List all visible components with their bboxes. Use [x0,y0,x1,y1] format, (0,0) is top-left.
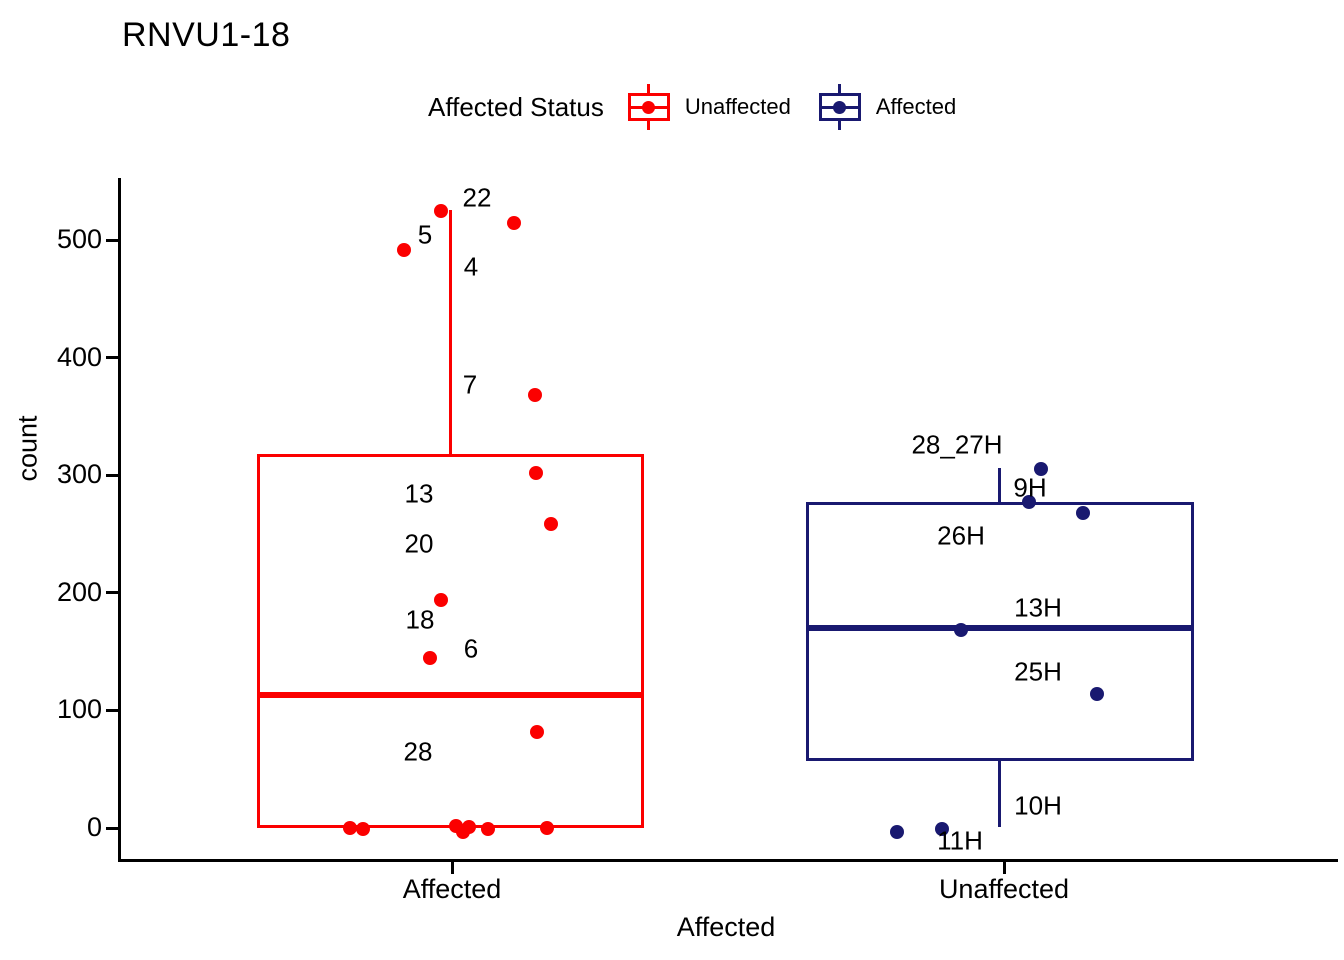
data-point [890,824,904,839]
data-point-label: 13 [404,478,434,509]
data-point [1076,505,1090,520]
y-axis-line [118,178,121,862]
boxplot-box [805,502,1194,762]
data-point [434,203,448,218]
chart-title: RNVU1-18 [122,16,291,54]
x-axis-line [118,859,1338,862]
legend-item-label: Affected [875,94,957,119]
y-tick-mark [106,238,118,242]
data-point [530,724,544,739]
y-tick-mark [106,826,118,830]
data-point-label: 13H [1014,592,1062,623]
data-point [935,822,949,837]
boxplot-box [256,453,644,829]
data-point [397,242,411,257]
boxplot-median-line [256,692,644,699]
y-tick-mark [106,356,118,360]
data-point [462,819,476,834]
data-point-label: 28_27H [911,429,1003,460]
data-point-label: 7 [462,369,478,400]
data-point [529,465,543,480]
data-point [1034,462,1048,477]
legend-title: Affected Status [428,91,604,122]
data-point-label: 10H [1014,790,1062,821]
data-point [507,215,521,230]
data-point-label: 25H [1014,656,1062,687]
data-point-label: 4 [463,251,479,282]
y-tick-mark [106,591,118,595]
x-category-label: Unaffected [938,874,1070,904]
legend-key-dot [833,100,847,114]
data-point-label: 9H [1013,472,1047,503]
data-point-label: 20 [404,528,434,558]
data-point-label: 18 [405,604,435,635]
y-tick-label: 100 [56,694,102,725]
boxplot-median-line [805,625,1194,632]
legend-item-unaffected: Unaffected [626,84,791,130]
data-point-label: 26H [937,520,985,551]
legend-item-label: Unaffected [684,94,791,119]
data-point [544,516,558,531]
boxplot-key-icon-affected [817,84,863,130]
data-point [343,821,357,835]
legend-item-affected: Affected [817,84,956,130]
data-point-label: 28 [403,736,433,767]
boxplot-upper-whisker [448,209,452,456]
data-point-label: 5 [417,219,433,250]
y-tick-label: 500 [56,224,102,255]
x-tick-mark [450,862,454,874]
y-tick-label: 0 [86,812,102,842]
x-axis-title: Affected [676,912,776,942]
data-point [1022,495,1036,510]
legend: Affected Status Unaffected Affected [428,82,982,132]
x-category-label: Affected [402,874,502,904]
y-tick-label: 200 [56,576,102,607]
data-point [434,592,448,607]
data-point [423,650,437,665]
data-point-label: 6 [463,633,479,664]
data-point-label: 22 [462,182,492,213]
boxplot-lower-whisker [997,759,1001,827]
y-tick-label: 400 [56,341,102,372]
data-point [481,822,495,837]
legend-key-dot [642,100,656,114]
y-tick-mark [106,473,118,477]
y-tick-mark [106,708,118,712]
data-point [954,623,968,638]
data-point [1090,686,1104,701]
boxplot-key-icon-unaffected [626,84,672,130]
data-point [528,388,542,403]
data-point-label: 11H [937,825,983,856]
boxplot-upper-whisker [997,468,1001,504]
x-tick-mark [1002,862,1006,874]
data-point [356,822,370,837]
y-tick-label: 300 [56,459,102,490]
data-point [540,821,554,835]
